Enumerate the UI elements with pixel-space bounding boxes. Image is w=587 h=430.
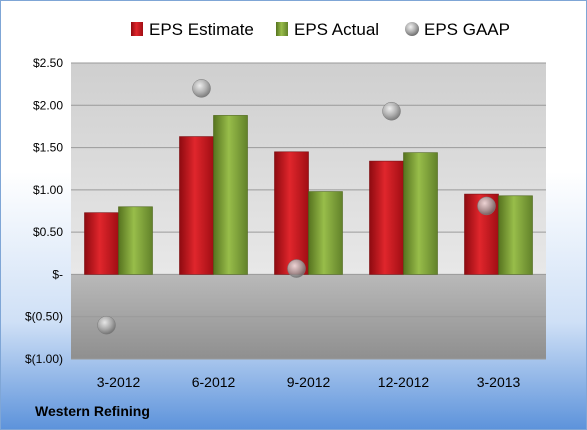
legend-label: EPS Estimate: [149, 20, 254, 39]
legend-swatch: [131, 22, 143, 36]
y-tick-label: $-: [52, 267, 63, 281]
y-tick-label: $2.00: [33, 98, 63, 112]
bar-eps-estimate: [369, 160, 404, 275]
x-tick-label: 3-2013: [477, 374, 521, 390]
y-tick-label: $1.50: [33, 141, 63, 155]
point-eps-gaap: [382, 101, 401, 121]
company-name: Western Refining: [35, 403, 150, 419]
legend-swatch: [276, 22, 288, 36]
y-tick-label: $(1.00): [25, 352, 63, 366]
x-tick-label: 3-2012: [97, 374, 141, 390]
y-tick-label: $1.00: [33, 183, 63, 197]
legend-swatch: [405, 22, 419, 36]
point-eps-gaap: [287, 259, 306, 278]
y-tick-label: $0.50: [33, 225, 63, 239]
bar-eps-actual: [213, 115, 248, 275]
bar-eps-actual: [403, 152, 438, 275]
bar-eps-estimate: [179, 136, 214, 275]
point-eps-gaap: [192, 79, 211, 98]
x-tick-label: 9-2012: [287, 374, 331, 390]
x-tick-label: 12-2012: [378, 374, 430, 390]
x-tick-label: 6-2012: [192, 374, 236, 390]
legend-label: EPS GAAP: [424, 20, 510, 39]
point-eps-gaap: [97, 315, 116, 335]
bar-eps-estimate: [84, 212, 119, 275]
bar-eps-estimate: [274, 151, 309, 275]
y-tick-label: $(0.50): [25, 310, 63, 324]
bar-eps-actual: [308, 191, 343, 275]
bar-eps-actual: [498, 195, 533, 275]
point-eps-gaap: [477, 196, 496, 216]
y-tick-label: $2.50: [33, 56, 63, 70]
bar-eps-actual: [118, 206, 153, 275]
legend-label: EPS Actual: [294, 20, 379, 39]
